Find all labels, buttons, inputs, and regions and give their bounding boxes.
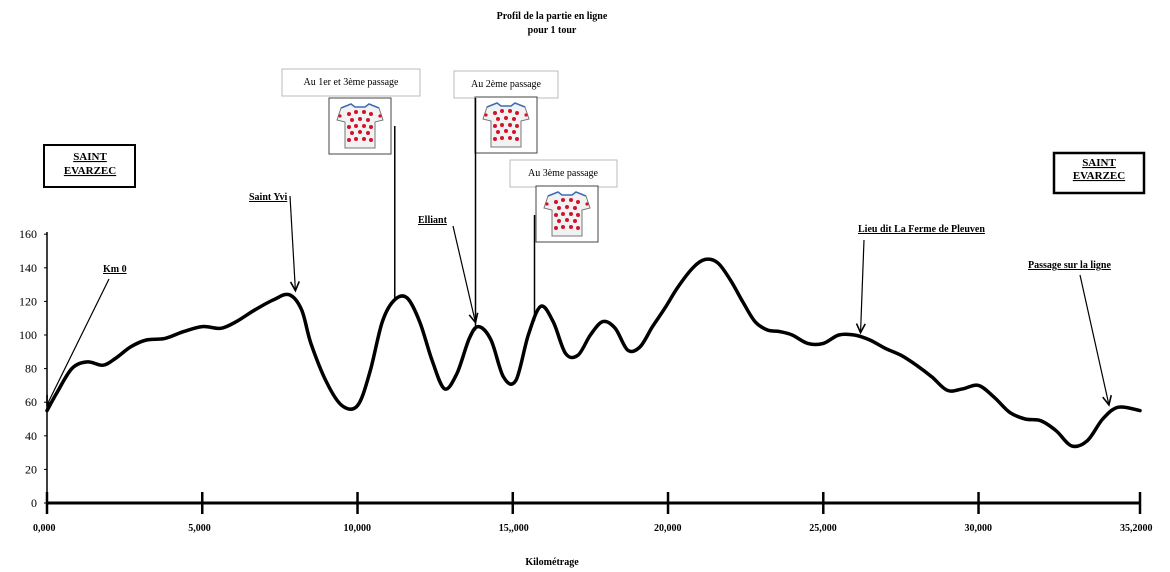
town-right-line2: EVARZEC bbox=[1073, 170, 1125, 182]
arrowhead-icon bbox=[468, 312, 479, 325]
elevation-profile-line bbox=[45, 257, 1142, 449]
x-ticks: 0,000 5,000 10,000 15,,000 20,000 25,000 30,00… bbox=[33, 492, 1153, 534]
arrowhead-icon bbox=[1102, 395, 1113, 407]
town-box-left: SAINT EVARZEC bbox=[43, 144, 136, 188]
annotation-arrow-line bbox=[859, 239, 865, 333]
passage-label-3: Au 3ème passage bbox=[528, 168, 599, 179]
y-ticks: 0 20 40 60 80 100 120 140 160 bbox=[19, 227, 47, 510]
annotation-label: Elliant bbox=[418, 215, 448, 226]
arrowhead-icon bbox=[46, 394, 56, 407]
town-box-right: SAINT EVARZEC bbox=[1052, 151, 1146, 195]
x-axis-label: Kilométrage bbox=[525, 557, 579, 568]
x-tick-label: 25,000 bbox=[809, 523, 837, 534]
y-tick-label: 40 bbox=[25, 429, 37, 443]
passage-label-1: Au 1er et 3ème passage bbox=[304, 77, 400, 88]
x-tick-label: 10,000 bbox=[344, 523, 372, 534]
passage-box-2: Au 2ème passage bbox=[453, 70, 559, 99]
x-tick-label: 35,2000 bbox=[1120, 523, 1153, 534]
annotation-arrow-line bbox=[46, 278, 110, 406]
y-tick-label: 80 bbox=[25, 362, 37, 376]
annotations: Km 0 Saint Yvi Elliant Lieu dit La Ferme de… bbox=[46, 192, 1113, 407]
town-left-line2: EVARZEC bbox=[64, 165, 116, 177]
y-tick-label: 60 bbox=[25, 395, 37, 409]
town-left-line1: SAINT bbox=[73, 151, 107, 163]
chart-title: Profil de la partie en ligne bbox=[497, 11, 608, 22]
chart-subtitle: pour 1 tour bbox=[528, 25, 577, 36]
arrowhead-icon bbox=[855, 323, 866, 335]
town-right-line1: SAINT bbox=[1082, 157, 1116, 169]
annotation-arrow-line bbox=[289, 195, 297, 291]
y-tick-label: 120 bbox=[19, 294, 37, 308]
annotation-arrow-line bbox=[1079, 274, 1110, 406]
x-tick-label: 15,,000 bbox=[499, 523, 529, 534]
passage-label-2: Au 2ème passage bbox=[471, 79, 542, 90]
passage-box-3: Au 3ème passage bbox=[509, 159, 618, 188]
arrowhead-icon bbox=[289, 281, 300, 293]
x-tick-label: 5,000 bbox=[188, 523, 211, 534]
passage-box-1: Au 1er et 3ème passage bbox=[281, 68, 421, 97]
y-tick-label: 140 bbox=[19, 261, 37, 275]
annotation-label: Saint Yvi bbox=[249, 192, 287, 203]
polka-dot-jersey-icon bbox=[474, 96, 538, 154]
annotation-label: Passage sur la ligne bbox=[1028, 260, 1111, 271]
y-tick-label: 20 bbox=[25, 462, 37, 476]
x-tick-label: 20,000 bbox=[654, 523, 682, 534]
x-tick-label: 30,000 bbox=[965, 523, 993, 534]
polka-dot-jersey-icon bbox=[328, 97, 392, 155]
passage-pointer-lines bbox=[394, 98, 536, 331]
annotation-label: Km 0 bbox=[103, 264, 127, 275]
annotation-label: Lieu dit La Ferme de Pleuven bbox=[858, 224, 985, 235]
polka-dot-jersey-icon bbox=[535, 185, 599, 243]
y-tick-label: 0 bbox=[31, 496, 37, 510]
y-tick-label: 160 bbox=[19, 227, 37, 241]
x-tick-label: 0,000 bbox=[33, 523, 56, 534]
y-tick-label: 100 bbox=[19, 328, 37, 342]
annotation-arrow-line bbox=[452, 225, 477, 323]
